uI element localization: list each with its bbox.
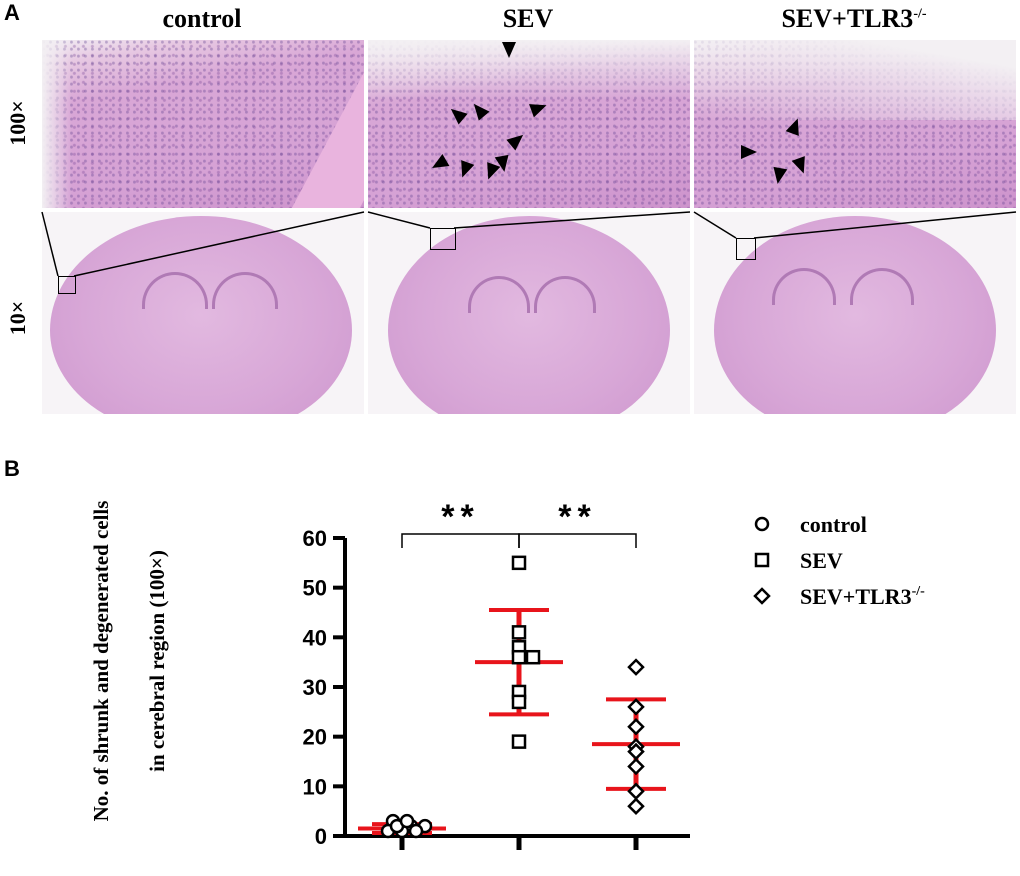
panel-b-label: B — [4, 456, 20, 481]
data-point-diamond — [627, 717, 645, 736]
column-title-control: control — [162, 4, 242, 33]
data-point-diamond — [627, 797, 645, 815]
y-axis: 0 10 20 30 40 50 60 — [303, 526, 690, 850]
y-tick-label: 10 — [303, 774, 327, 799]
data-point-diamond — [627, 782, 645, 801]
micrograph-sev-10x — [368, 212, 690, 414]
y-tick-label: 0 — [315, 824, 327, 849]
y-tick-label: 50 — [303, 576, 327, 601]
significance-brackets: ** ** — [401, 498, 637, 548]
micrograph-control-100x — [42, 40, 364, 208]
data-point-square — [525, 649, 541, 665]
significance-bracket — [401, 533, 520, 548]
data-point-square — [511, 649, 527, 665]
legend-entry-label: control — [800, 512, 867, 537]
data-point-diamond — [627, 757, 645, 776]
micrograph-sev-100x — [368, 40, 690, 208]
dot-plot-chart: No. of shrunk and degenerated cells in c… — [89, 498, 925, 850]
column-title-sev-tlr3: SEV+TLR3-/- — [781, 4, 927, 33]
y-tick-label: 20 — [303, 725, 327, 750]
data-point-diamond — [627, 658, 645, 676]
micrograph-sev-tlr3-10x — [694, 212, 1016, 414]
legend-marker-circle — [754, 516, 770, 532]
significance-label: ** — [558, 498, 596, 536]
y-axis-label-line2: in cerebral region (100×) — [145, 550, 169, 772]
data-point-circle — [408, 823, 424, 839]
legend: control SEV SEV+TLR3-/- — [753, 512, 925, 609]
significance-label: ** — [441, 498, 479, 536]
data-point-square — [511, 625, 527, 640]
significance-bracket — [518, 533, 637, 548]
legend-marker-diamond — [753, 587, 771, 605]
zoom-region-box — [58, 276, 76, 294]
legend-entry-label: SEV — [800, 548, 843, 573]
y-tick-label: 60 — [303, 526, 327, 551]
y-tick-label: 30 — [303, 675, 327, 700]
data-point-square — [511, 734, 527, 749]
arrow-marker — [502, 42, 516, 58]
data-point-diamond — [627, 698, 645, 716]
y-tick-label: 40 — [303, 625, 327, 650]
legend-marker-square — [754, 552, 770, 568]
column-title-sev: SEV — [502, 4, 554, 33]
data-points — [380, 555, 645, 839]
legend-entry-label: SEV+TLR3-/- — [800, 584, 925, 609]
micrograph-control-10x — [42, 212, 364, 414]
micrograph-sev-tlr3-100x — [694, 40, 1016, 208]
data-point-square — [511, 694, 527, 710]
zoom-region-box — [430, 228, 456, 250]
data-point-square — [511, 555, 527, 571]
panel-a-label: A — [4, 0, 20, 25]
zoom-connector-lines — [41, 211, 1017, 277]
data-point-circle — [399, 813, 415, 829]
zoom-region-box — [736, 238, 756, 260]
y-axis-label-line1: No. of shrunk and degenerated cells — [89, 501, 113, 822]
